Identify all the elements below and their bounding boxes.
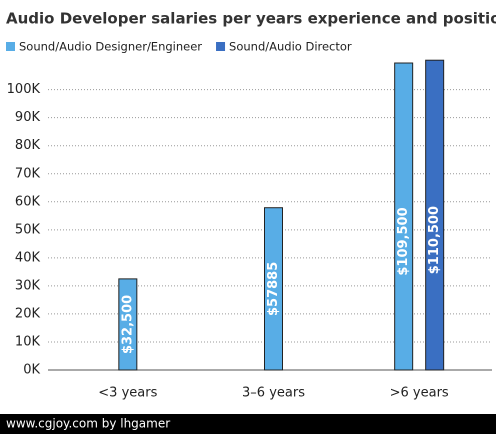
y-tick-label: 50K xyxy=(15,222,41,237)
bar xyxy=(264,207,283,371)
bar xyxy=(394,62,414,371)
y-tick-label: 30K xyxy=(15,278,41,293)
bar xyxy=(118,278,138,371)
legend-swatch xyxy=(6,42,15,51)
y-tick-label: 100K xyxy=(7,82,41,97)
y-tick-label: 70K xyxy=(15,166,41,181)
y-tick-label: 0K xyxy=(23,363,40,378)
footer-bar xyxy=(0,414,496,434)
legend-swatch xyxy=(216,42,226,51)
legend-label: Sound/Audio Designer/Engineer xyxy=(19,40,202,54)
y-tick-label: 10K xyxy=(15,334,41,349)
value-label: $109,500 xyxy=(396,207,411,275)
value-label: $32,500 xyxy=(120,295,135,354)
footer: www.cgjoy.com by lhgamer xyxy=(6,417,170,431)
value-label: $57885 xyxy=(266,262,281,316)
value-label: $110,500 xyxy=(427,206,442,274)
chart-title: Audio Developer salaries per years exper… xyxy=(6,10,496,28)
x-tick-label: >6 years xyxy=(390,386,449,401)
legend-label: Sound/Audio Director xyxy=(229,40,352,54)
bar xyxy=(425,59,445,371)
y-tick-label: 60K xyxy=(15,194,41,209)
x-tick-label: 3–6 years xyxy=(242,386,305,401)
x-tick-label: <3 years xyxy=(98,386,157,401)
y-tick-label: 40K xyxy=(15,250,41,265)
y-tick-label: 80K xyxy=(15,138,41,153)
y-tick-label: 20K xyxy=(15,306,41,321)
y-tick-label: 90K xyxy=(15,110,41,125)
